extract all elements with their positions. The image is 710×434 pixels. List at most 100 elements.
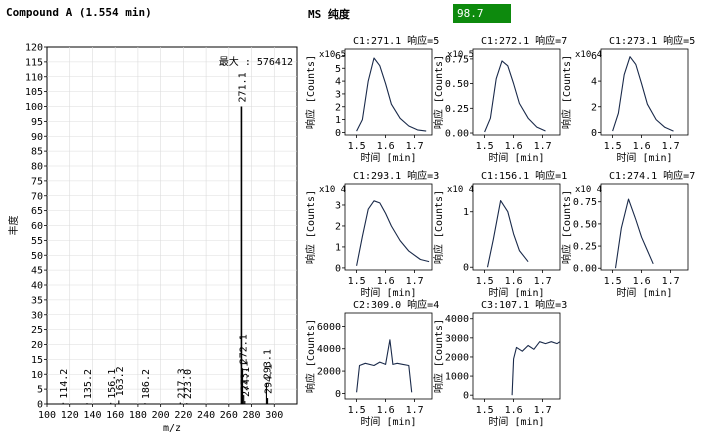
- spectrum-tick-label-y: 120: [25, 43, 43, 54]
- chromatogram-tick-label-y: 2: [335, 102, 341, 113]
- spectrum-tick-label-y: 110: [25, 72, 43, 83]
- chromatogram-x-axis-label: 时间 [min]: [488, 151, 544, 164]
- spectrum-peak-label: 114.2: [59, 369, 70, 399]
- spectrum-tick-label-y: 40: [31, 281, 43, 292]
- spectrum-tick-label-x: 260: [220, 410, 238, 421]
- spectrum-max-annotation: 最大 : 576412: [219, 55, 293, 68]
- chromatogram-tick-label-x: 1.6: [505, 405, 523, 416]
- chromatogram-trace: [614, 198, 654, 269]
- spectrum-tick-label-y: 0: [37, 400, 43, 411]
- chromatogram-x-axis-label: 时间 [min]: [360, 151, 416, 164]
- chromatogram-tick-label-y: 4: [591, 77, 597, 88]
- chromatogram-tick-label-y: 0.00: [445, 129, 469, 140]
- spectrum-tick-label-x: 280: [243, 410, 261, 421]
- chromatogram-tick-label-x: 1.6: [505, 141, 523, 152]
- chromatogram-x-axis-label: 时间 [min]: [360, 415, 416, 428]
- spectrum-tick-label-x: 300: [265, 410, 283, 421]
- chromatogram-tick-label-x: 1.6: [377, 405, 395, 416]
- compound-title: Compound A (1.554 min): [6, 6, 152, 19]
- chromatogram-tick-label-y: 0: [463, 263, 469, 274]
- mass-spectrum-chart: 0 5 10 15 20 25 30 35 40 45 50 55 60 65 70 75 80 85 90 95 10…: [7, 43, 298, 434]
- chromatogram-tick-label-y: 1: [335, 115, 341, 126]
- chromatogram-x-axis-label: 时间 [min]: [616, 151, 672, 164]
- chromatogram-y-axis-label: 响应 [Counts]: [432, 55, 445, 129]
- spectrum-peak-label: 135.2: [83, 369, 94, 399]
- chromatogram-panel: C1:274.1 响应=7 x10 4 0.00 0.25 0.50 0.75 1.5 1.6…: [560, 169, 695, 299]
- chromatogram-title: C1:293.1 响应=3: [353, 169, 439, 182]
- chromatogram-tick-label-x: 1.7: [534, 141, 552, 152]
- chromatogram-tick-label-x: 1.7: [534, 405, 552, 416]
- chromatogram-tick-label-y: 6: [335, 51, 341, 62]
- spectrum-tick-label-y: 100: [25, 102, 43, 113]
- chromatogram-tick-label-y: 0: [335, 128, 341, 139]
- chromatogram-title: C2:309.0 响应=4: [353, 298, 439, 311]
- chromatogram-tick-label-x: 1.6: [633, 141, 651, 152]
- chromatogram-multiplier: x10 5: [319, 50, 346, 60]
- chromatogram-tick-label-y: 3000: [445, 333, 469, 344]
- chromatogram-tick-label-y: 6000: [317, 322, 341, 333]
- spectrum-peak-label: 186.2: [141, 369, 152, 399]
- spectrum-peak-label: 273.1: [240, 361, 251, 391]
- chromatogram-y-axis-label: 响应 [Counts]: [432, 319, 445, 393]
- chromatogram-tick-label-x: 1.5: [476, 141, 494, 152]
- chromatogram-tick-label-x: 1.7: [662, 141, 680, 152]
- spectrum-tick-label-x: 100: [38, 410, 56, 421]
- spectrum-peak-label: 293.1: [262, 349, 273, 379]
- spectrum-peak-label: 217.3: [176, 368, 187, 398]
- spectrum-tick-label-y: 10: [31, 370, 43, 381]
- spectrum-tick-label-y: 65: [31, 206, 43, 217]
- chromatogram-tick-label-x: 1.5: [348, 405, 366, 416]
- chromatogram-tick-label-x: 1.7: [534, 276, 552, 287]
- chromatogram-tick-label-x: 1.6: [505, 276, 523, 287]
- chromatogram-title: C3:107.1 响应=3: [481, 298, 567, 311]
- chromatogram-tick-label-x: 1.5: [348, 141, 366, 152]
- chromatogram-title: C1:156.1 响应=1: [481, 169, 567, 182]
- chromatogram-tick-label-y: 4: [335, 77, 341, 88]
- chromatogram-tick-label-x: 1.7: [406, 141, 424, 152]
- chromatogram-y-axis-label: 响应 [Counts]: [304, 319, 317, 393]
- spectrum-tick-label-x: 120: [61, 410, 79, 421]
- chromatogram-tick-label-x: 1.5: [476, 276, 494, 287]
- chromatogram-tick-label-y: 0: [463, 391, 469, 402]
- spectrum-tick-label-y: 35: [31, 295, 43, 306]
- chromatogram-multiplier: x10 4: [575, 185, 602, 195]
- chromatogram-frame: [472, 183, 561, 271]
- chromatogram-tick-label-y: 1000: [445, 372, 469, 383]
- chromatogram-y-axis-label: 响应 [Counts]: [304, 190, 317, 264]
- chromatogram-title: C1:272.1 响应=7: [481, 34, 567, 47]
- spectrum-tick-label-y: 5: [37, 385, 43, 396]
- spectrum-x-axis-label: m/z: [163, 423, 181, 434]
- spectrum-peak-label: 271.1: [237, 72, 248, 102]
- spectrum-peak-label: 274.1: [241, 367, 252, 397]
- spectrum-peak-label: 294.1: [264, 364, 275, 394]
- chromatogram-tick-label-y: 0.75: [445, 54, 469, 65]
- spectrum-peak-label: 163.2: [115, 366, 126, 396]
- chromatogram-tick-label-y: 1: [335, 242, 341, 253]
- chromatogram-title: C1:271.1 响应=5: [353, 34, 439, 47]
- chromatogram-panel: C1:271.1 响应=5 x10 5 0 1 2 34 5 6 1.5 1.6 1.7时间 [mi…: [304, 34, 439, 164]
- chromatogram-multiplier: x10 4: [575, 50, 602, 60]
- chromatogram-trace: [484, 60, 546, 133]
- spectrum-tick-label-y: 105: [25, 87, 43, 98]
- spectrum-peak-label: 272.1: [239, 334, 250, 364]
- spectrum-tick-label-y: 75: [31, 176, 43, 187]
- chromatogram-tick-label-x: 1.6: [377, 276, 395, 287]
- chromatogram-tick-label-y: 5: [335, 64, 341, 75]
- chromatogram-tick-label-y: 0.25: [573, 242, 597, 253]
- chromatogram-frame: [344, 183, 433, 271]
- chromatogram-x-axis-label: 时间 [min]: [616, 286, 672, 299]
- spectrum-peak-label: 156.1: [107, 369, 118, 399]
- chromatogram-x-axis-label: 时间 [min]: [488, 286, 544, 299]
- chromatogram-tick-label-y: 2000: [317, 367, 341, 378]
- spectrum-tick-label-x: 160: [106, 410, 124, 421]
- chromatogram-trace: [356, 57, 427, 132]
- chromatogram-tick-label-y: 1: [463, 207, 469, 218]
- spectrum-peak-label: 223.0: [183, 369, 194, 399]
- spectrum-tick-label-y: 70: [31, 191, 43, 202]
- chromatogram-tick-label-x: 1.7: [406, 276, 424, 287]
- spectrum-tick-label-y: 45: [31, 266, 43, 277]
- chromatogram-panel: C2:309.0 响应=4 0 2000 4000 6000 1.5 1.6 1.7时间 [m…: [304, 298, 439, 428]
- spectrum-tick-label-x: 200: [152, 410, 170, 421]
- chromatogram-tick-label-y: 0.75: [573, 197, 597, 208]
- chromatogram-multiplier: x10 4: [447, 185, 474, 195]
